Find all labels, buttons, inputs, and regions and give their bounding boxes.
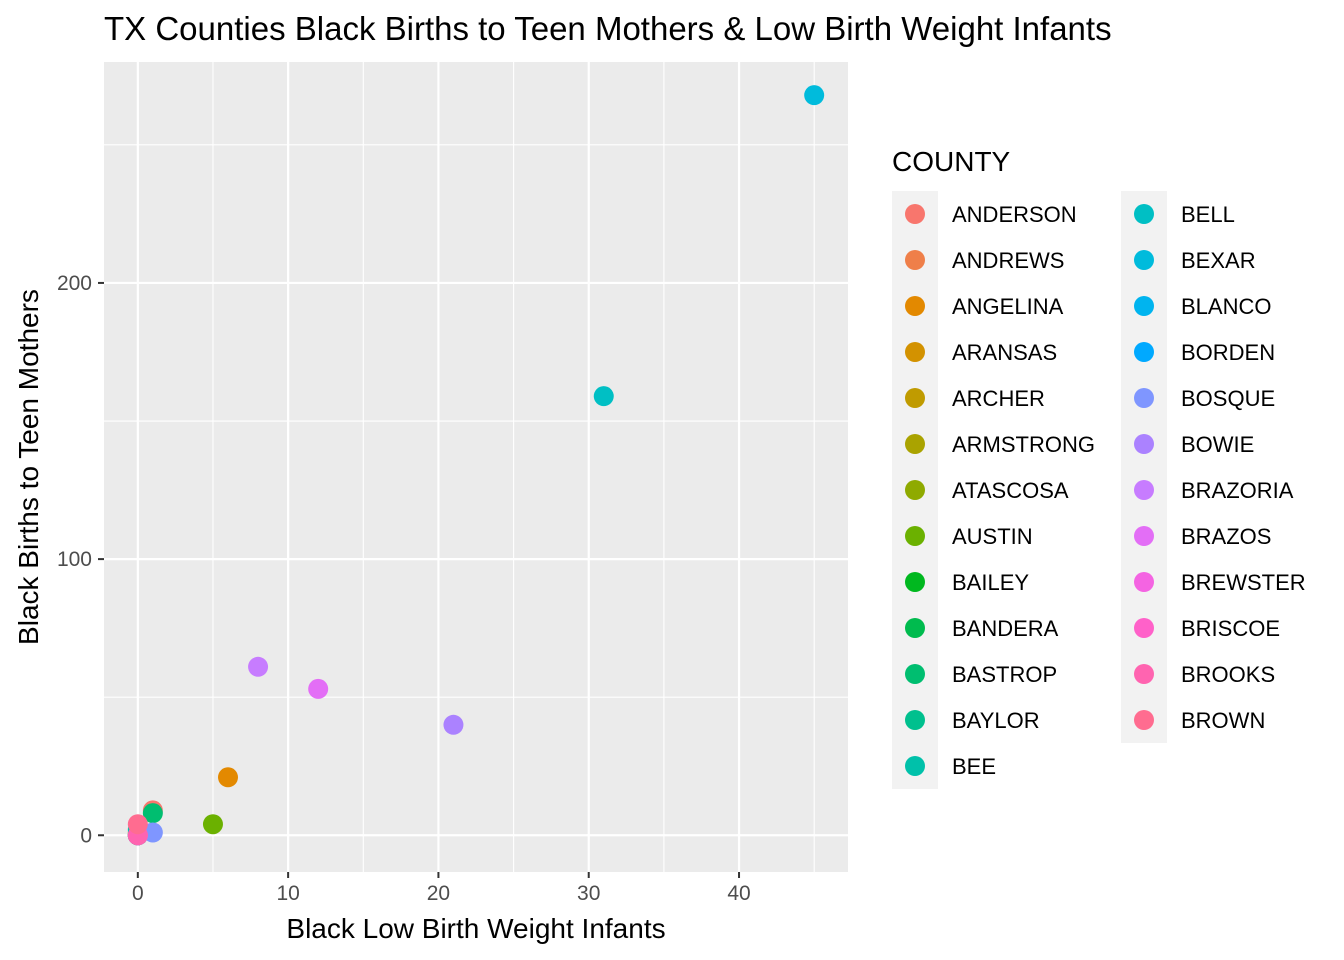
legend-label: ARCHER [952,386,1045,411]
legend-key [1134,296,1154,316]
data-point-bastrop [142,803,163,824]
legend-label: BRAZORIA [1181,478,1294,503]
legend-key [905,388,925,408]
data-point-bowie [443,714,464,735]
legend-key [905,296,925,316]
legend-label: BAYLOR [952,708,1040,733]
legend-key [905,664,925,684]
legend-label: BELL [1181,202,1235,227]
x-axis-ticks: 0 10 20 30 40 [132,872,751,905]
legend-label: BAILEY [952,570,1029,595]
legend-label: BRISCOE [1181,616,1280,641]
legend-label: BANDERA [952,616,1059,641]
legend-key [905,434,925,454]
legend-label: BREWSTER [1181,570,1306,595]
legend-label: BEE [952,754,996,779]
legend-key [905,526,925,546]
x-tick-label: 0 [132,882,144,905]
legend-label: BEXAR [1181,248,1256,273]
legend-label: BROWN [1181,708,1265,733]
data-point-angelina [218,767,238,788]
data-point-brown [127,814,148,835]
legend-key [1134,342,1154,362]
grid-major [104,62,848,872]
y-tick-label: 100 [57,548,92,571]
legend-label: AUSTIN [952,524,1033,549]
legend-key [1134,388,1154,408]
legend: COUNTY ANDERSON ANDREWS ANGELINA ARANSAS ARC… [892,146,1306,789]
legend-key [1134,434,1154,454]
legend-label: BRAZOS [1181,524,1271,549]
legend-key [1134,204,1154,224]
legend-key [1134,250,1154,270]
y-axis-title: Black Births to Teen Mothers [13,289,44,645]
x-axis-title: Black Low Birth Weight Infants [286,913,665,944]
y-axis-ticks: 0 100 200 [57,272,104,847]
legend-key [1134,664,1154,684]
legend-label: ATASCOSA [952,478,1069,503]
legend-key [905,250,925,270]
legend-key [905,710,925,730]
legend-key [905,572,925,592]
data-point-bell [593,386,614,407]
legend-label: BROOKS [1181,662,1275,687]
legend-items: ANDERSON ANDREWS ANGELINA ARANSAS ARCHER ARMS… [905,202,1306,779]
grid-minor [104,62,848,872]
data-points [127,85,825,846]
x-tick-label: 20 [427,882,450,905]
legend-key [1134,618,1154,638]
legend-label: BOWIE [1181,432,1254,457]
legend-label: ANDREWS [952,248,1064,273]
legend-key [1134,480,1154,500]
legend-title: COUNTY [892,146,1011,177]
legend-label: BLANCO [1181,294,1271,319]
legend-key [905,756,925,776]
legend-label: BOSQUE [1181,386,1275,411]
legend-label: ANGELINA [952,294,1064,319]
y-tick-label: 200 [57,272,92,295]
legend-key [1134,572,1154,592]
x-tick-label: 30 [577,882,600,905]
legend-key [905,618,925,638]
x-tick-label: 10 [276,882,299,905]
data-point-bexar [804,85,825,106]
plot-panel [104,62,848,872]
x-tick-label: 40 [727,882,750,905]
legend-key [905,204,925,224]
legend-label: ANDERSON [952,202,1077,227]
legend-key [905,480,925,500]
data-point-brazos [308,678,329,699]
legend-keys-background [1121,191,1167,743]
legend-key [1134,710,1154,730]
data-point-brazoria [248,656,269,677]
chart-title: TX Counties Black Births to Teen Mothers… [104,10,1112,47]
legend-key [1134,526,1154,546]
legend-label: BORDEN [1181,340,1275,365]
legend-label: BASTROP [952,662,1057,687]
legend-label: ARANSAS [952,340,1057,365]
data-point-austin [202,814,223,835]
data-point-bosque [142,822,163,843]
legend-label: ARMSTRONG [952,432,1095,457]
legend-key [905,342,925,362]
y-tick-label: 0 [80,824,92,847]
